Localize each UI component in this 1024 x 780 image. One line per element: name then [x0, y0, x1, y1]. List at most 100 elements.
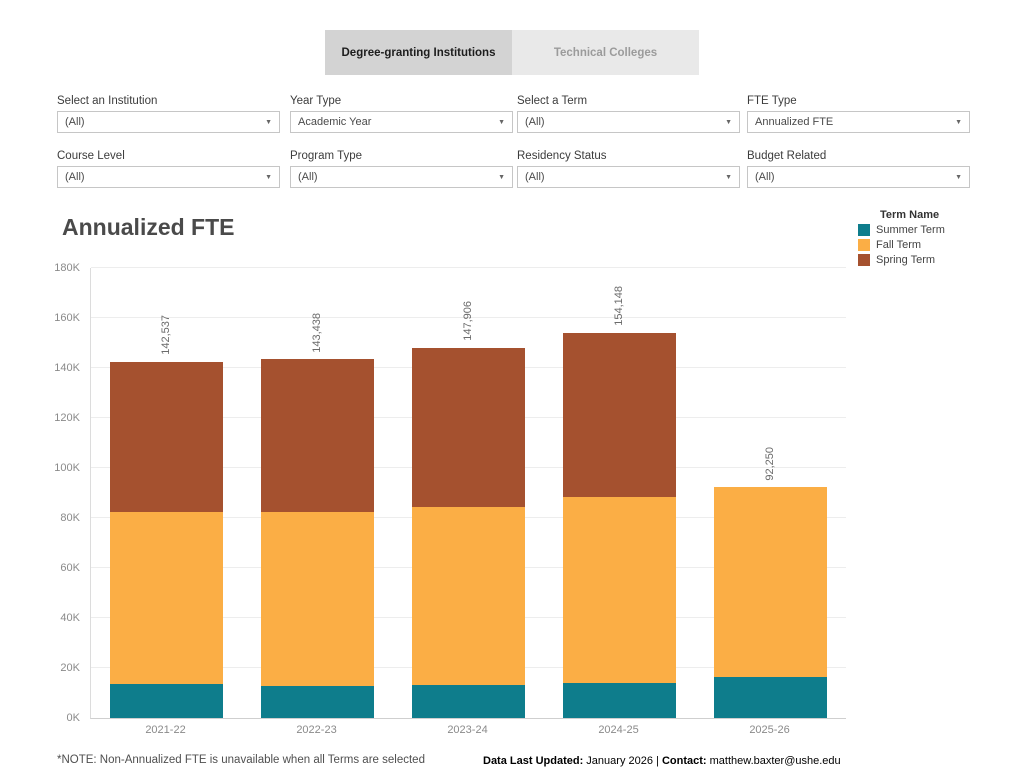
filter-budget-related: Budget Related (All) ▼ — [747, 150, 970, 188]
x-tick-label: 2023-24 — [447, 724, 488, 736]
legend-label: Fall Term — [876, 239, 922, 251]
bar-segment[interactable] — [110, 361, 223, 513]
bar-segment[interactable] — [261, 511, 374, 686]
residency-status-dropdown[interactable]: (All) ▼ — [517, 166, 740, 188]
chevron-down-icon: ▼ — [498, 118, 505, 126]
spring-term-swatch-icon — [858, 254, 870, 266]
bar-segment[interactable] — [563, 332, 676, 497]
legend: Term Name Summer Term Fall Term Spring T… — [858, 209, 1018, 266]
bar-segment[interactable] — [714, 677, 827, 718]
bar-segment[interactable] — [110, 512, 223, 685]
y-tick-label: 60K — [60, 562, 80, 574]
filter-select-a-term: Select a Term (All) ▼ — [517, 95, 740, 133]
chevron-down-icon: ▼ — [265, 118, 272, 126]
legend-title: Term Name — [880, 209, 940, 221]
y-tick-label: 0K — [66, 712, 80, 724]
dropdown-value: (All) — [525, 171, 545, 183]
chevron-down-icon: ▼ — [955, 173, 962, 181]
chevron-down-icon: ▼ — [265, 173, 272, 181]
y-tick-label: 40K — [60, 612, 80, 624]
y-tick-label: 140K — [54, 362, 80, 374]
course-level-dropdown[interactable]: (All) ▼ — [57, 166, 280, 188]
y-tick-label: 100K — [54, 462, 80, 474]
bar-total-label: 154,148 — [612, 285, 625, 326]
term-dropdown[interactable]: (All) ▼ — [517, 111, 740, 133]
budget-related-dropdown[interactable]: (All) ▼ — [747, 166, 970, 188]
y-tick-label: 80K — [60, 512, 80, 524]
filter-year-type: Year Type Academic Year ▼ — [290, 95, 513, 133]
legend-item-summer-term[interactable]: Summer Term — [858, 224, 1018, 236]
x-tick-label: 2021-22 — [145, 724, 186, 736]
bar-total-label: 143,438 — [310, 312, 323, 353]
gridline — [91, 267, 846, 268]
dropdown-value: (All) — [65, 171, 85, 183]
bar-total-label: 92,250 — [763, 446, 776, 481]
bar-segment[interactable] — [563, 496, 676, 683]
chevron-down-icon: ▼ — [725, 118, 732, 126]
y-tick-label: 160K — [54, 312, 80, 324]
bar-segment[interactable] — [412, 685, 525, 718]
filter-label: Program Type — [290, 150, 363, 162]
bar-total-label: 147,906 — [461, 301, 474, 342]
dropdown-value: (All) — [298, 171, 318, 183]
dropdown-value: (All) — [65, 116, 85, 128]
year-type-dropdown[interactable]: Academic Year ▼ — [290, 111, 513, 133]
legend-item-spring-term[interactable]: Spring Term — [858, 254, 1018, 266]
chart-title: Annualized FTE — [62, 214, 235, 240]
filter-label: Year Type — [290, 95, 342, 107]
y-tick-label: 20K — [60, 662, 80, 674]
footnote: *NOTE: Non-Annualized FTE is unavailable… — [57, 754, 425, 766]
bar-total-label: 142,537 — [159, 314, 172, 355]
view-tabs: Degree-granting Institutions Technical C… — [325, 30, 699, 75]
chevron-down-icon: ▼ — [498, 173, 505, 181]
updated-value: January 2026 — [583, 755, 657, 767]
filter-program-type: Program Type (All) ▼ — [290, 150, 513, 188]
filter-label: FTE Type — [747, 95, 797, 107]
contact-label: Contact: — [661, 755, 707, 767]
bar-segment[interactable] — [412, 348, 525, 507]
filter-label: Budget Related — [747, 150, 827, 162]
tab-degree-granting-institutions[interactable]: Degree-granting Institutions — [325, 30, 512, 75]
tab-technical-colleges[interactable]: Technical Colleges — [512, 30, 699, 75]
dropdown-value: (All) — [755, 171, 775, 183]
dropdown-value: (All) — [525, 116, 545, 128]
program-type-dropdown[interactable]: (All) ▼ — [290, 166, 513, 188]
x-tick-label: 2022-23 — [296, 724, 337, 736]
filter-label: Course Level — [57, 150, 125, 162]
chevron-down-icon: ▼ — [955, 118, 962, 126]
y-tick-label: 180K — [54, 262, 80, 274]
contact-email: matthew.baxter@ushe.edu — [706, 755, 841, 767]
filter-label: Select an Institution — [57, 95, 158, 107]
stacked-bar-chart: 142,537 143,438 147,906 154,148 92,250 — [90, 267, 846, 719]
summer-term-swatch-icon — [858, 224, 870, 236]
filter-course-level: Course Level (All) ▼ — [57, 150, 280, 188]
bar-segment[interactable] — [563, 683, 676, 718]
institution-dropdown[interactable]: (All) ▼ — [57, 111, 280, 133]
filter-fte-type: FTE Type Annualized FTE ▼ — [747, 95, 970, 133]
y-tick-label: 120K — [54, 412, 80, 424]
dropdown-value: Academic Year — [298, 116, 372, 128]
filter-select-an-institution: Select an Institution (All) ▼ — [57, 95, 280, 133]
bar-segment[interactable] — [412, 506, 525, 685]
bar-segment[interactable] — [261, 685, 374, 718]
legend-label: Spring Term — [876, 254, 936, 266]
bar-segment[interactable] — [261, 359, 374, 512]
fte-type-dropdown[interactable]: Annualized FTE ▼ — [747, 111, 970, 133]
updated-label: Data Last Updated: — [483, 755, 584, 767]
legend-item-fall-term[interactable]: Fall Term — [858, 239, 1018, 251]
x-tick-label: 2024-25 — [598, 724, 639, 736]
separator: | — [656, 755, 662, 767]
data-updated-contact: Data Last Updated: January 2026 | Contac… — [483, 755, 841, 767]
y-axis: 0K 20K 40K 60K 80K 100K 120K 140K 160K 180K — [30, 262, 85, 724]
dropdown-value: Annualized FTE — [755, 116, 834, 128]
bar-segment[interactable] — [714, 487, 827, 678]
filter-label: Residency Status — [517, 150, 607, 162]
chevron-down-icon: ▼ — [725, 173, 732, 181]
bar-segment[interactable] — [110, 684, 223, 718]
x-tick-label: 2025-26 — [749, 724, 790, 736]
legend-label: Summer Term — [876, 224, 945, 236]
fall-term-swatch-icon — [858, 239, 870, 251]
filter-label: Select a Term — [517, 95, 588, 107]
gridline — [91, 317, 846, 318]
filter-residency-status: Residency Status (All) ▼ — [517, 150, 740, 188]
